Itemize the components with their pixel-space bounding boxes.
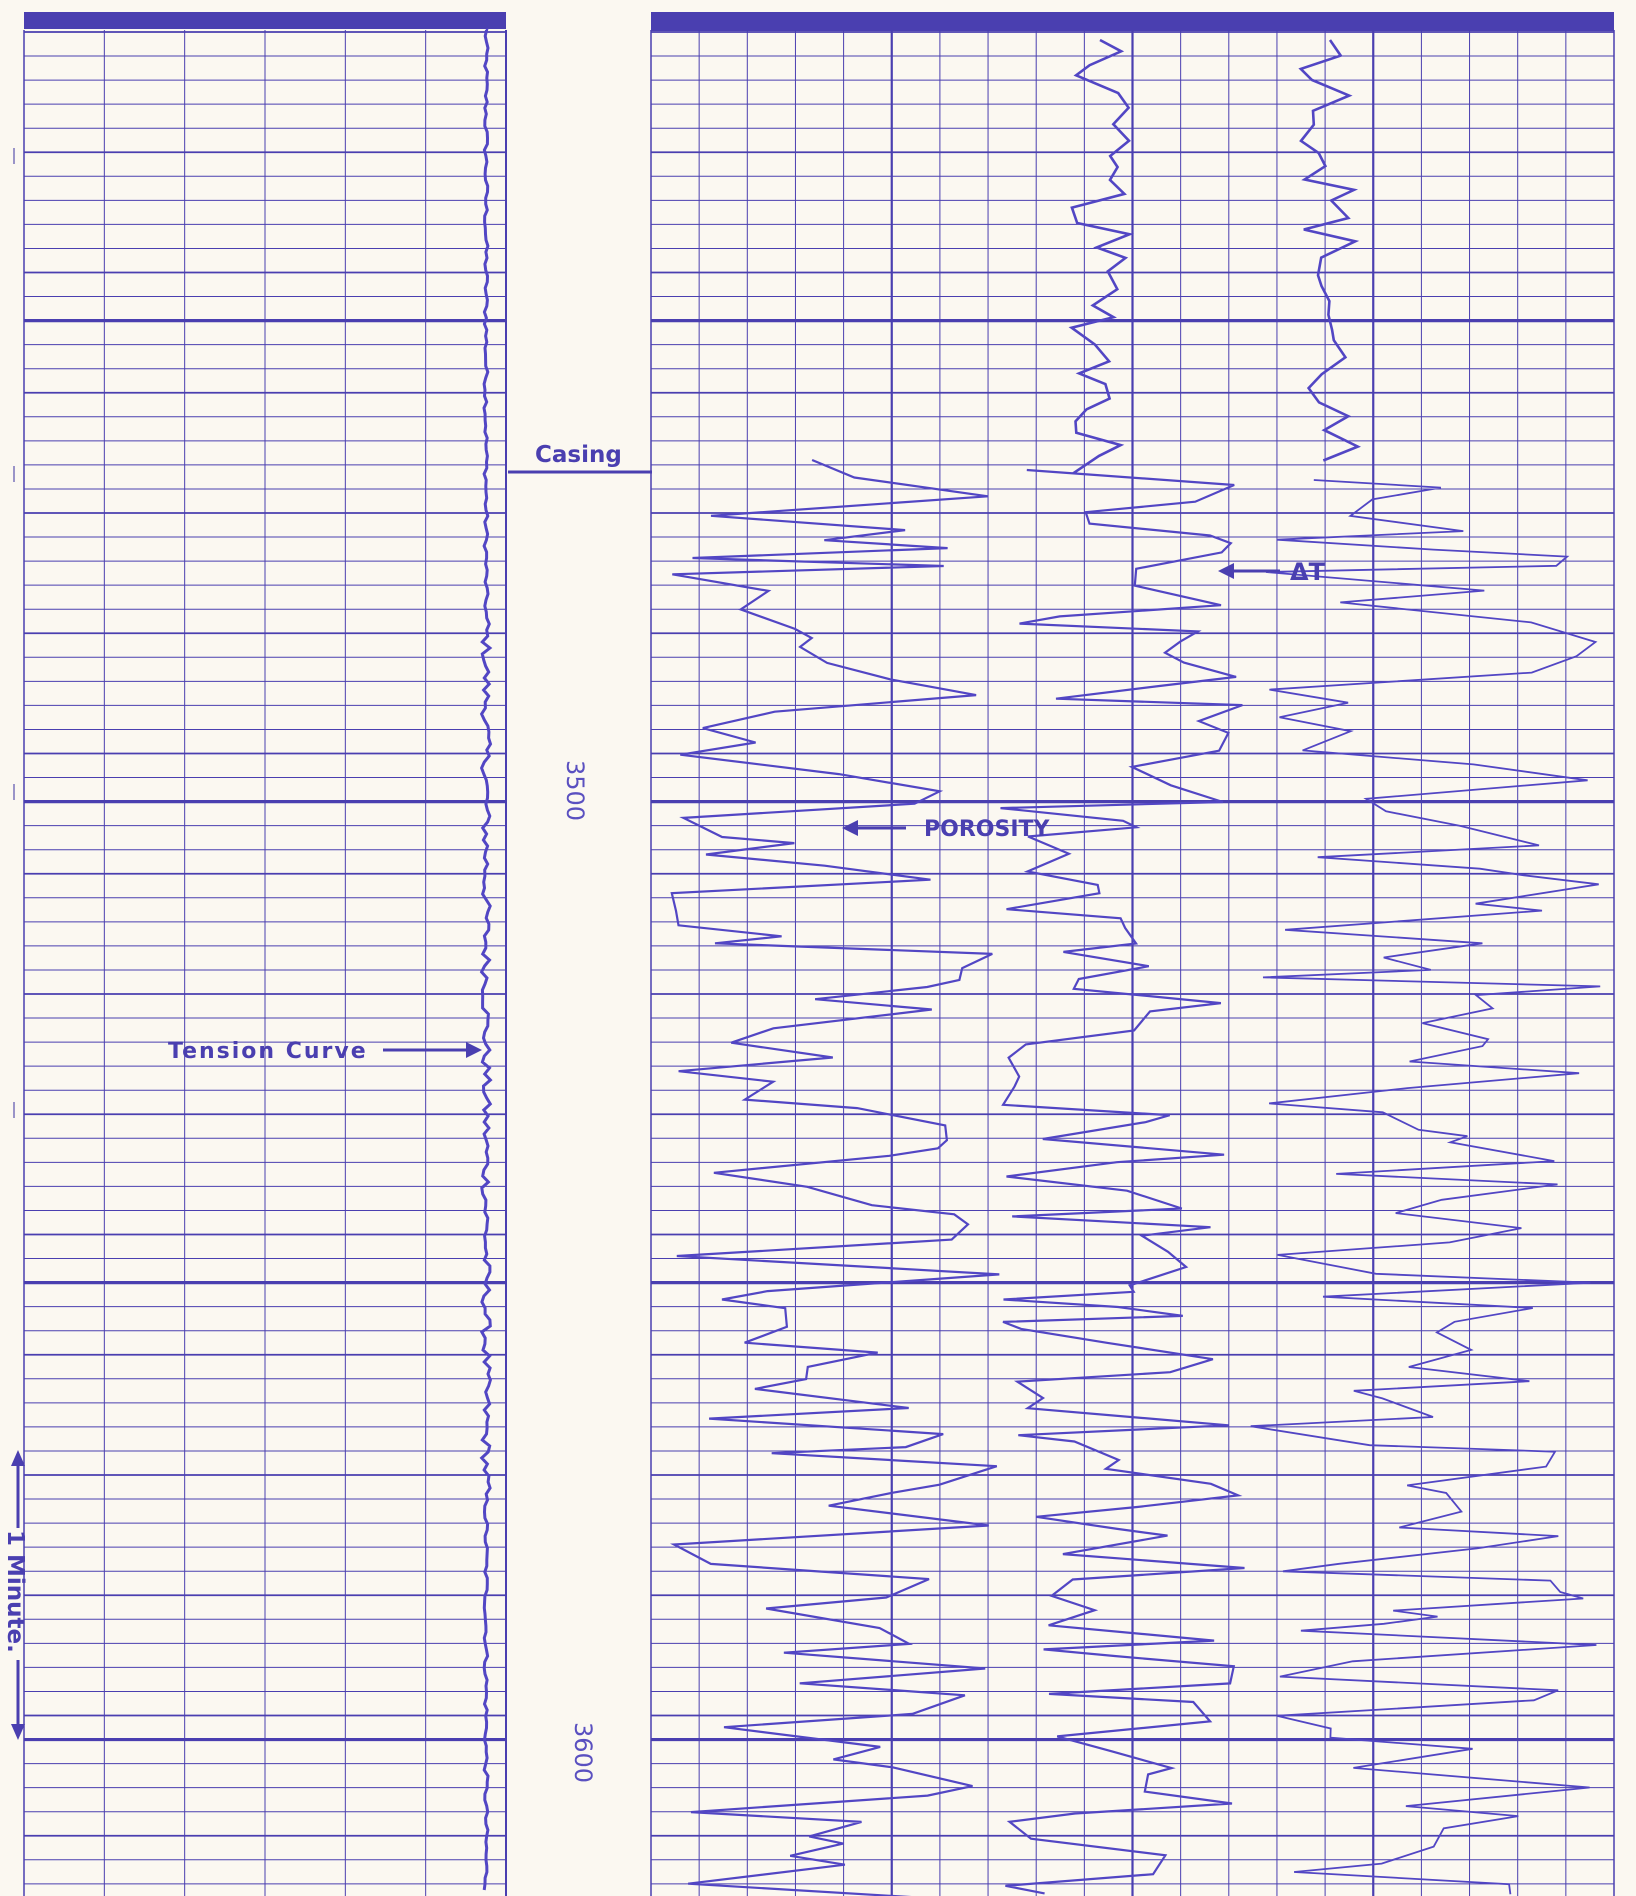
tension-curve-label: Tension Curve xyxy=(168,1039,368,1064)
delta-t-label: ΔT xyxy=(1290,558,1326,586)
right-track-grid xyxy=(650,12,1615,1896)
delta-t-curve-casing xyxy=(1298,39,1361,462)
depth-label-3600: 3600 xyxy=(569,1722,597,1783)
left-track-header-bar xyxy=(24,12,506,29)
right-track-header-bar xyxy=(651,12,1614,31)
minute-label: 1 Minute. xyxy=(2,1530,28,1653)
delta-t-arrow-icon xyxy=(1218,563,1280,579)
tension-arrow-icon xyxy=(383,1042,482,1058)
tension-curve xyxy=(479,28,493,1891)
porosity-label: POROSITY xyxy=(924,817,1051,842)
depth-label-3500: 3500 xyxy=(561,760,589,821)
casing-label: Casing xyxy=(535,442,622,468)
porosity-curve-casing xyxy=(1068,38,1135,475)
left-track-grid xyxy=(23,12,507,1896)
porosity-arrow-icon xyxy=(842,820,906,836)
log-curves xyxy=(479,28,1601,1896)
minute-arrows-icon xyxy=(11,1450,25,1740)
delta-t-curve xyxy=(1000,468,1245,1895)
porosity-curve xyxy=(670,458,1000,1896)
secondary-curve xyxy=(1250,479,1601,1895)
